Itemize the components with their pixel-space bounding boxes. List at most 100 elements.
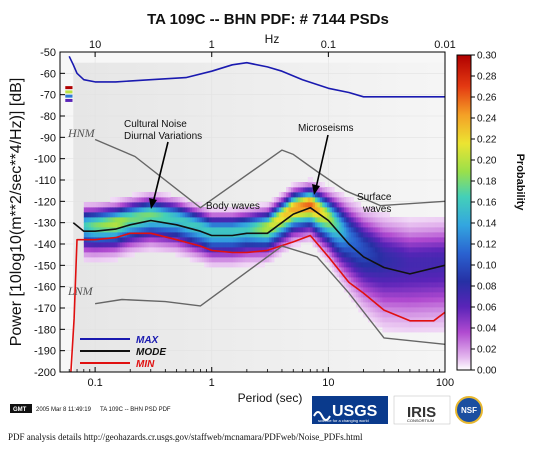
density-cell (380, 232, 383, 237)
density-cell (344, 232, 347, 237)
density-cell (113, 207, 116, 212)
density-cell (329, 197, 332, 202)
density-cell (370, 252, 373, 257)
density-cell (440, 272, 443, 277)
density-cell (414, 292, 417, 297)
density-cell (144, 207, 147, 212)
density-cell (89, 207, 92, 212)
density-cell (356, 227, 359, 232)
density-cell (433, 322, 436, 327)
density-cell (380, 322, 383, 327)
density-cell (125, 247, 128, 252)
density-cell (397, 247, 400, 252)
density-cell (394, 307, 397, 312)
density-cell (279, 232, 282, 237)
density-cell (406, 217, 409, 222)
density-cell (257, 227, 260, 232)
density-cell (404, 322, 407, 327)
density-cell (238, 222, 241, 227)
density-cell (279, 207, 282, 212)
density-cell (89, 257, 92, 262)
density-cell (146, 192, 149, 197)
density-cell (252, 242, 255, 247)
density-cell (380, 282, 383, 287)
density-cell (334, 242, 337, 247)
density-cell (310, 197, 313, 202)
density-cell (103, 202, 106, 207)
density-cell (115, 257, 118, 262)
density-cell (322, 197, 325, 202)
density-cell (332, 197, 335, 202)
density-cell (390, 232, 393, 237)
density-cell (262, 202, 265, 207)
density-cell (337, 192, 340, 197)
density-cell (118, 207, 121, 212)
density-cell (187, 212, 190, 217)
density-cell (211, 262, 214, 267)
density-cell (146, 242, 149, 247)
density-cell (363, 282, 366, 287)
density-cell (368, 217, 371, 222)
density-cell (86, 222, 89, 227)
density-cell (226, 237, 229, 242)
density-cell (272, 222, 275, 227)
density-cell (421, 297, 424, 302)
density-cell (421, 247, 424, 252)
density-cell (298, 187, 301, 192)
density-cell (378, 227, 381, 232)
density-cell (231, 212, 234, 217)
density-cell (284, 227, 287, 232)
density-cell (385, 312, 388, 317)
density-cell (320, 207, 323, 212)
density-cell (228, 217, 231, 222)
density-cell (414, 232, 417, 237)
density-cell (426, 297, 429, 302)
density-cell (414, 282, 417, 287)
density-cell (380, 252, 383, 257)
density-cell (385, 292, 388, 297)
density-cell (192, 222, 195, 227)
density-cell (137, 247, 140, 252)
density-cell (332, 237, 335, 242)
density-cell (219, 212, 222, 217)
density-cell (248, 237, 251, 242)
density-cell (440, 317, 443, 322)
density-cell (192, 237, 195, 242)
density-cell (298, 227, 301, 232)
density-cell (255, 212, 258, 217)
density-cell (120, 207, 123, 212)
density-cell (385, 327, 388, 332)
density-cell (301, 197, 304, 202)
density-cell (375, 307, 378, 312)
density-cell (298, 197, 301, 202)
density-cell (274, 217, 277, 222)
top-axis-label: Hz (265, 32, 280, 46)
density-cell (223, 212, 226, 217)
density-cell (207, 237, 210, 242)
density-cell (96, 232, 99, 237)
density-cell (399, 287, 402, 292)
density-cell (257, 242, 260, 247)
density-cell (134, 237, 137, 242)
density-cell (411, 267, 414, 272)
density-cell (382, 327, 385, 332)
density-cell (120, 212, 123, 217)
density-cell (226, 257, 229, 262)
density-cell (175, 232, 178, 237)
density-cell (269, 237, 272, 242)
density-cell (127, 217, 130, 222)
density-cell (334, 212, 337, 217)
density-cell (238, 237, 241, 242)
density-cell (260, 237, 263, 242)
density-cell (274, 252, 277, 257)
density-cell (411, 242, 414, 247)
density-cell (291, 207, 294, 212)
density-cell (363, 227, 366, 232)
density-cell (163, 217, 166, 222)
density-cell (286, 212, 289, 217)
density-cell (339, 212, 342, 217)
density-cell (411, 297, 414, 302)
density-cell (96, 202, 99, 207)
density-cell (406, 307, 409, 312)
density-cell (394, 287, 397, 292)
